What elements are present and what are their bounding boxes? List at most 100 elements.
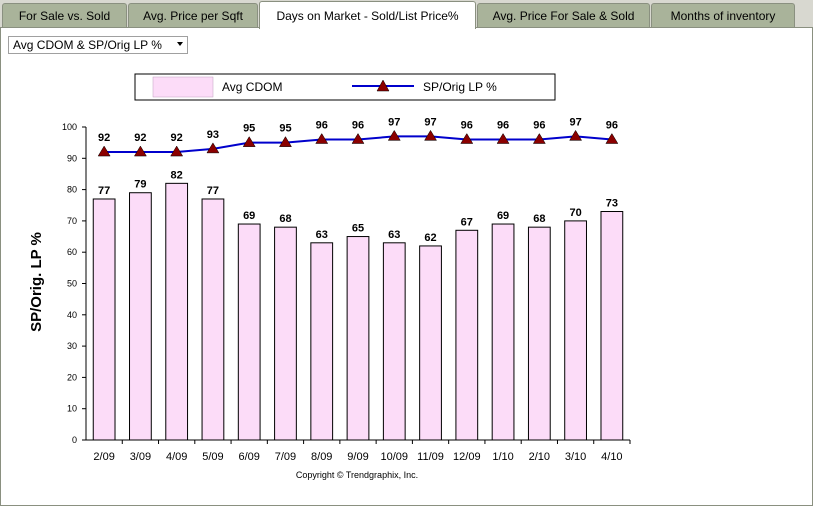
bar-data-label: 68	[279, 213, 291, 225]
line-data-label: 97	[424, 116, 436, 128]
bar-data-label: 67	[461, 216, 473, 228]
line-point-marker	[532, 133, 546, 144]
bar	[310, 242, 334, 441]
tab-days-on-market[interactable]: Days on Market - Sold/List Price%	[259, 1, 476, 29]
chevron-down-icon	[177, 42, 183, 46]
tab-label: Avg. Price per Sqft	[143, 8, 243, 23]
bar	[382, 242, 406, 441]
tab-label: Months of inventory	[670, 8, 776, 23]
x-tick-label: 1/10	[492, 451, 513, 463]
line-point-marker	[424, 129, 437, 141]
x-tick-label: 3/09	[130, 451, 151, 463]
x-tick-label: 2/10	[529, 451, 550, 463]
bar-data-label: 77	[207, 185, 219, 197]
line-data-label: 92	[171, 132, 183, 144]
tab-avg-price-per-sqft[interactable]: Avg. Price per Sqft	[128, 3, 258, 27]
bar-data-label: 63	[316, 229, 328, 241]
copyright: Copyright © Trendgraphix, Inc.	[296, 470, 418, 480]
x-tick-label: 3/10	[565, 451, 586, 463]
tab-bar: For Sale vs. Sold Avg. Price per Sqft Da…	[0, 0, 813, 29]
y-axis-title: SP/Orig. LP %	[28, 232, 45, 332]
line-point-marker	[460, 133, 474, 144]
line-point-marker	[569, 129, 583, 141]
tab-avg-price-for-sale-sold[interactable]: Avg. Price For Sale & Sold	[477, 3, 650, 27]
legend-swatch-bar	[152, 76, 214, 98]
y-tick-label: 50	[67, 279, 77, 289]
line-data-label: 92	[98, 132, 110, 144]
bar	[600, 211, 624, 441]
line-data-label: 97	[388, 116, 400, 128]
bar	[455, 229, 479, 441]
line-data-label: 96	[316, 120, 328, 132]
line-data-label: 93	[207, 129, 219, 141]
legend: Avg CDOM SP/Orig LP %	[134, 73, 556, 101]
legend-marker-icon	[376, 79, 390, 92]
line-point-marker	[496, 133, 510, 144]
tab-months-of-inventory[interactable]: Months of inventory	[651, 3, 795, 27]
bar	[237, 223, 261, 441]
x-tick-label: 9/09	[347, 451, 368, 463]
y-tick-label: 0	[72, 435, 77, 445]
bar-data-label: 69	[497, 210, 509, 222]
y-tick-label: 40	[67, 310, 77, 320]
x-tick-label: 10/09	[381, 451, 409, 463]
line-data-label: 96	[461, 120, 473, 132]
bar	[129, 192, 152, 441]
x-tick-label: 12/09	[453, 451, 481, 463]
dropdown-value: Avg CDOM & SP/Orig LP %	[13, 38, 162, 52]
tab-for-sale-vs-sold[interactable]: For Sale vs. Sold	[2, 3, 127, 27]
line-point-marker	[206, 142, 220, 154]
x-tick-label: 8/09	[311, 451, 332, 463]
line-data-label: 95	[243, 123, 255, 135]
line-data-label: 95	[279, 123, 291, 135]
y-tick-label: 20	[67, 372, 77, 382]
line-point-marker	[605, 133, 619, 144]
bar-data-label: 77	[98, 185, 110, 197]
line-point-marker	[315, 133, 329, 144]
x-tick-label: 4/09	[166, 451, 187, 463]
line-data-label: 96	[533, 120, 545, 132]
x-tick-label: 5/09	[202, 451, 223, 463]
line-point-marker	[351, 133, 365, 144]
y-tick-label: 80	[67, 185, 77, 195]
bar-data-label: 62	[424, 232, 436, 244]
line-point-marker	[133, 145, 147, 157]
chart-type-dropdown[interactable]: Avg CDOM & SP/Orig LP %	[8, 36, 188, 54]
bar	[92, 198, 116, 441]
y-tick-label: 70	[67, 216, 77, 226]
x-tick-label: 7/09	[275, 451, 296, 463]
y-tick-label: 30	[67, 341, 77, 351]
legend-label-sp-orig: SP/Orig LP %	[423, 80, 497, 94]
x-tick-label: 11/09	[417, 451, 444, 463]
line-point-marker	[387, 129, 401, 141]
line-point-marker	[170, 145, 184, 157]
bar-data-label: 82	[171, 169, 183, 181]
bar	[201, 198, 225, 441]
line-data-label: 97	[569, 116, 581, 128]
line-point-marker	[242, 136, 256, 147]
bar	[419, 245, 442, 441]
bar-data-label: 70	[569, 207, 581, 219]
tab-label: Days on Market - Sold/List Price%	[276, 8, 459, 23]
line-data-label: 92	[134, 132, 146, 144]
bar	[564, 220, 587, 441]
line-point-marker	[279, 136, 292, 147]
y-tick-label: 100	[62, 122, 77, 132]
bar-data-label: 65	[352, 223, 364, 235]
bar	[274, 226, 297, 441]
y-tick-label: 90	[67, 153, 77, 163]
x-tick-label: 2/09	[93, 451, 114, 463]
x-tick-label: 4/10	[601, 451, 622, 463]
bar	[491, 223, 515, 441]
line-point-marker	[97, 145, 111, 157]
line-data-label: 96	[497, 120, 509, 132]
bar-data-label: 69	[243, 210, 255, 222]
bar-series: 77 79 82 77 69 68 63 65 63 62 67 69 68 70 73	[92, 169, 624, 441]
bar-data-label: 73	[606, 198, 618, 210]
x-tick-label: 6/09	[238, 451, 259, 463]
line-data-label: 96	[606, 120, 618, 132]
bar	[165, 182, 189, 441]
tab-label: For Sale vs. Sold	[18, 8, 111, 23]
tab-label: Avg. Price For Sale & Sold	[492, 8, 635, 23]
line-series: 92 92 92 93 95 95 96 96 97 97 96 96 96 97 96	[97, 116, 619, 157]
